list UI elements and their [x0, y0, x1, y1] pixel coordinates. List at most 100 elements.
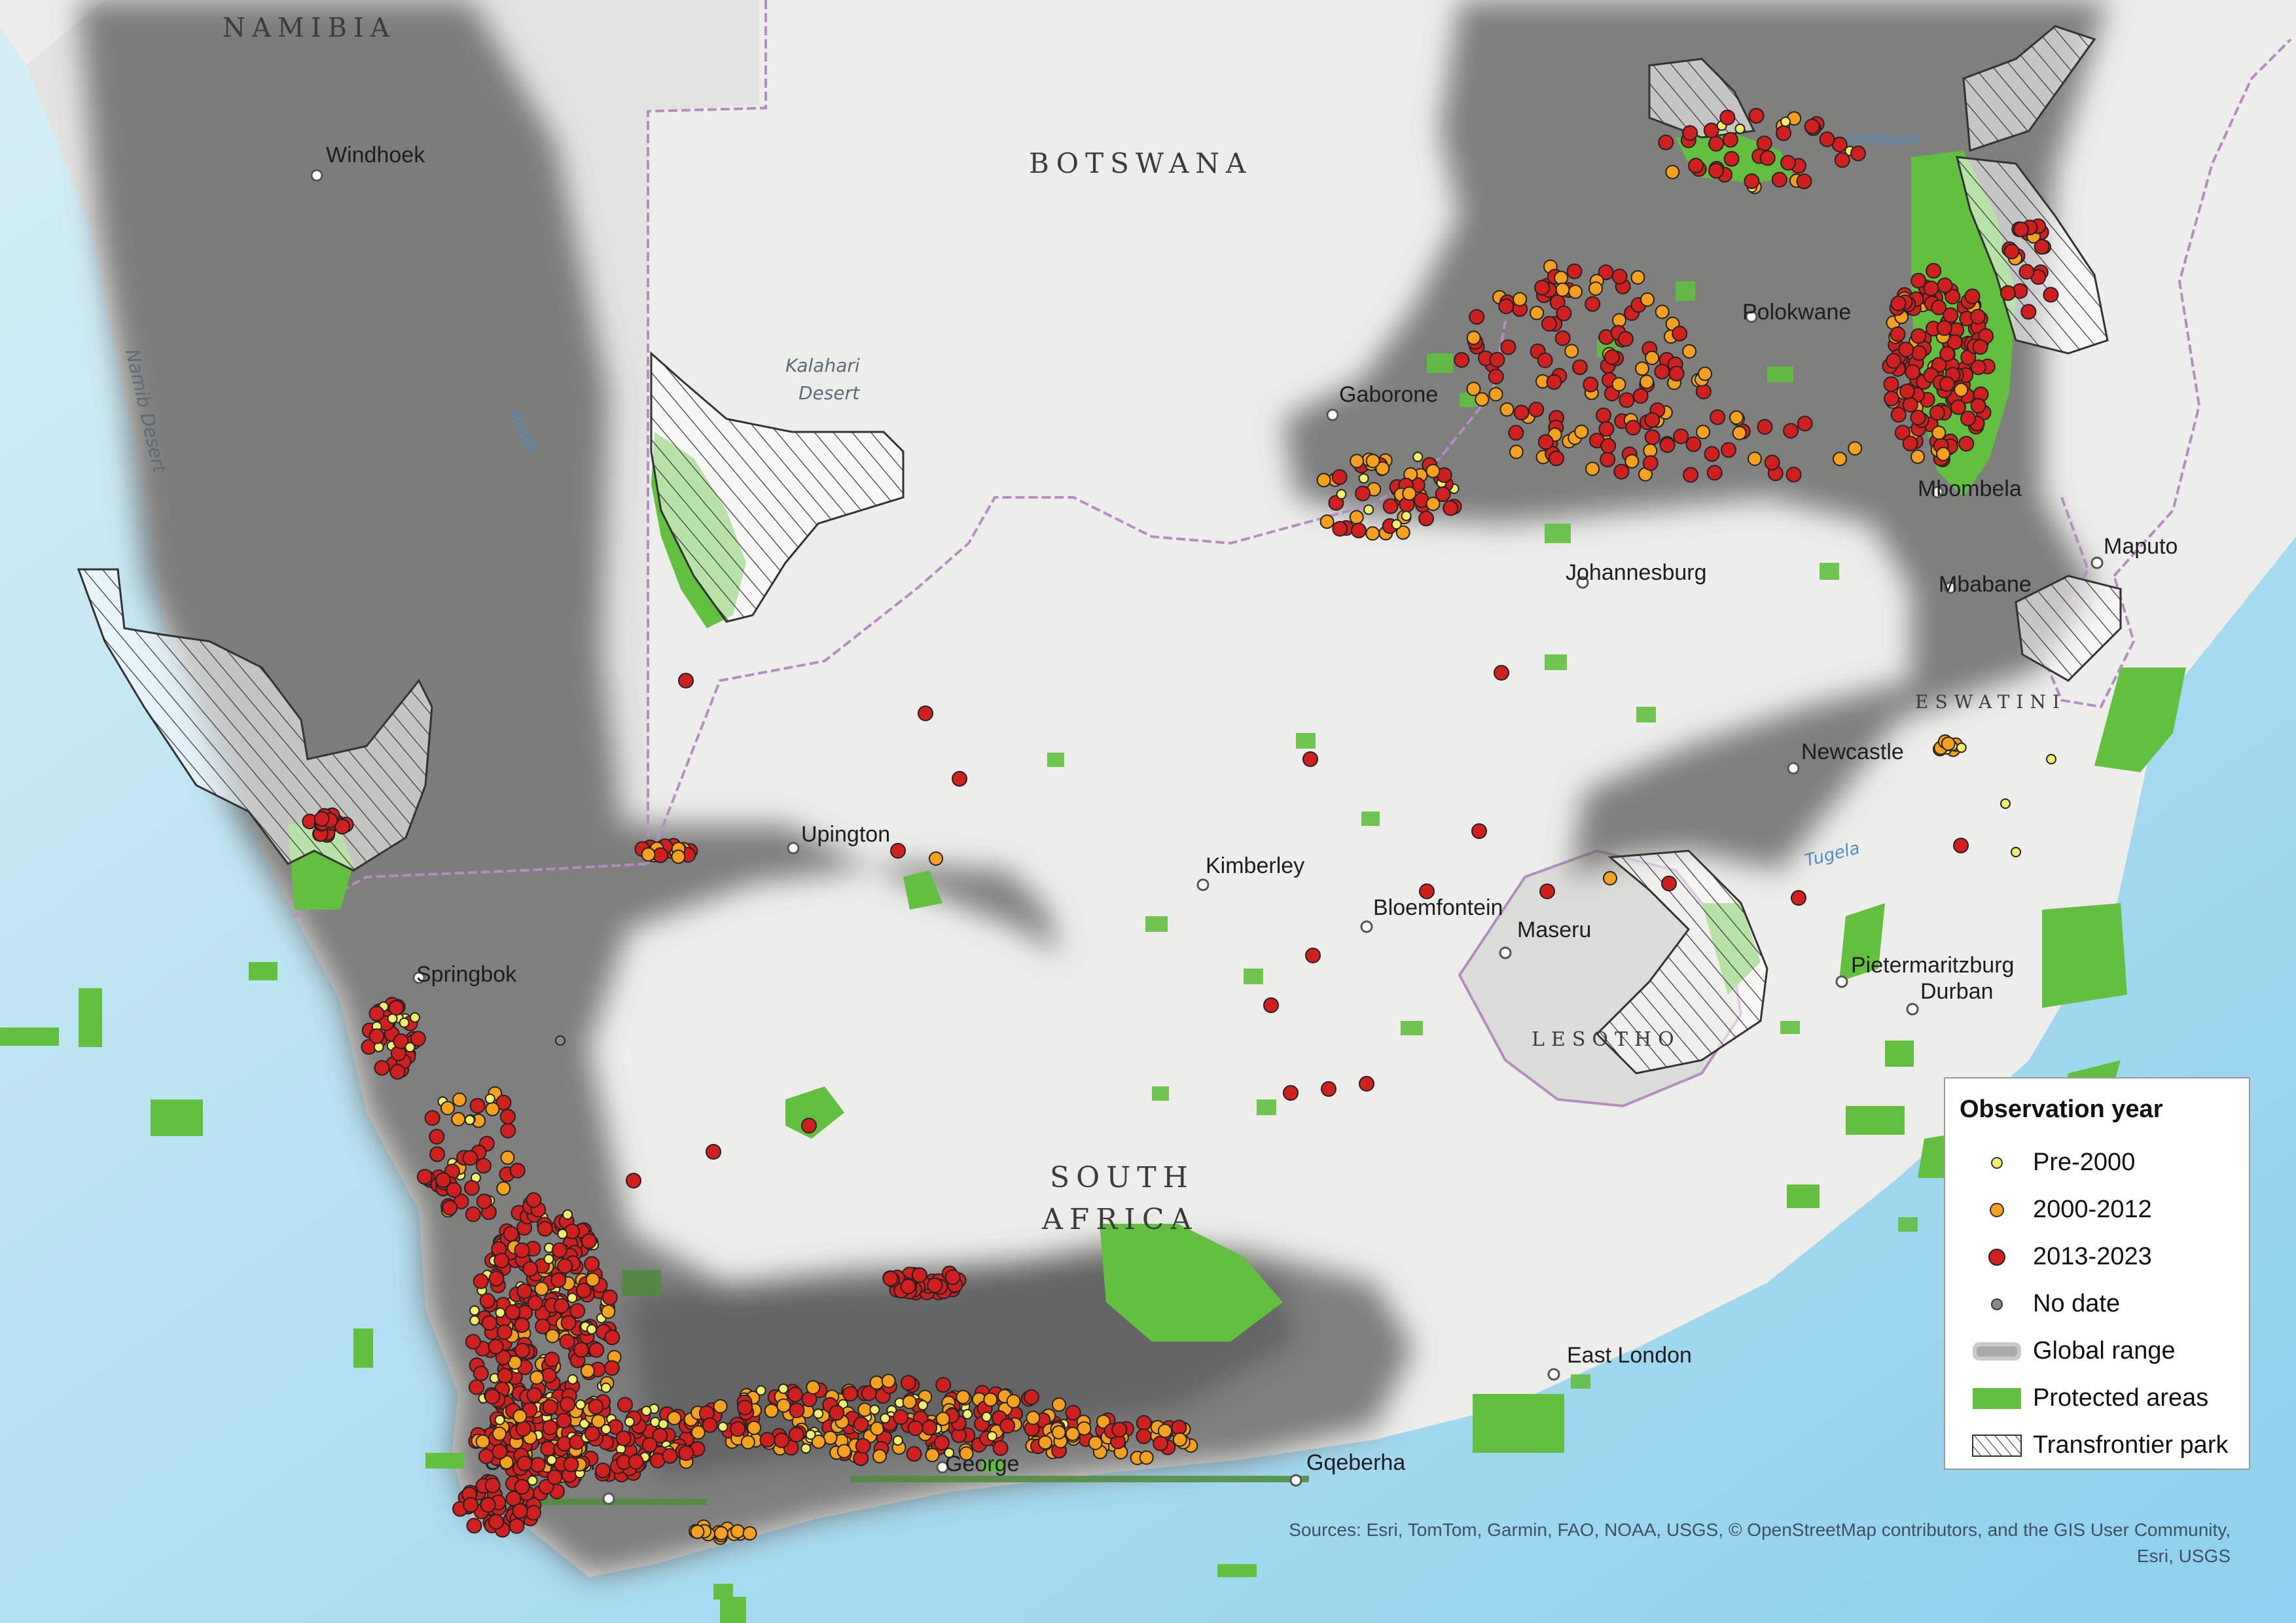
2013-2023-point: [1263, 997, 1279, 1013]
legend-item-pre-2000: Pre-2000: [1960, 1139, 2234, 1186]
2013-2023-point: [1488, 368, 1504, 385]
2013-2023-point: [1960, 410, 1976, 427]
pre-2000-point: [404, 1042, 416, 1053]
2013-2023-point: [1537, 434, 1554, 450]
2013-2023-point: [540, 1440, 556, 1457]
2000-2012-point: [857, 1402, 872, 1418]
2013-2023-point: [1695, 383, 1712, 400]
2013-2023-point: [893, 1409, 909, 1425]
2000-2012-point: [440, 1101, 455, 1116]
city-markers: [310, 169, 2104, 1505]
pre-2000-point: [484, 1093, 495, 1104]
pre-2000-point: [981, 1411, 992, 1422]
2013-2023-point: [861, 1385, 877, 1401]
2013-2023-point: [1972, 339, 1988, 355]
2000-2012-point: [1365, 454, 1380, 469]
2013-2023-point: [1534, 279, 1551, 296]
2013-2023-point: [480, 1497, 496, 1513]
2013-2023-point: [588, 1399, 604, 1415]
2000-2012-point: [730, 1524, 745, 1539]
2013-2023-point: [514, 1242, 530, 1258]
2013-2023-point: [601, 1289, 618, 1306]
2013-2023-point: [1910, 272, 1927, 289]
city-label-durban: Durban: [1920, 979, 1994, 1004]
feature-label-desert: Desert: [798, 382, 860, 404]
2013-2023-point: [1494, 665, 1509, 681]
pre-2000-point: [880, 1413, 891, 1424]
2013-2023-point: [556, 1412, 572, 1429]
2000-2012-point: [451, 1112, 466, 1127]
pre-2000-point: [717, 1421, 728, 1433]
2013-2023-point: [368, 1005, 385, 1022]
2013-2023-point: [1958, 436, 1975, 452]
2013-2023-point: [465, 1206, 481, 1222]
2000-2012-point: [902, 1395, 917, 1410]
city-label-gaborone: Gaborone: [1339, 382, 1438, 407]
2013-2023-point: [1890, 406, 1907, 423]
2013-2023-point: [992, 1440, 1009, 1456]
legend-label-no-date: No date: [2033, 1290, 2121, 1317]
2013-2023-point: [573, 1342, 589, 1358]
2000-2012-point: [1509, 444, 1524, 459]
2013-2023-point: [788, 1427, 804, 1442]
2000-2012-point: [1499, 402, 1515, 417]
city-label-east-london: East London: [1567, 1343, 1692, 1368]
2013-2023-point: [1418, 510, 1434, 527]
2013-2023-point: [551, 1242, 567, 1258]
2000-2012-point: [1568, 284, 1583, 299]
2013-2023-point: [547, 1469, 563, 1486]
2000-2012-point: [1365, 526, 1380, 541]
2013-2023-point: [1359, 1076, 1374, 1092]
pre-2000-point: [778, 1383, 789, 1394]
2013-2023-point: [1945, 289, 1961, 305]
legend-label-pre-2000: Pre-2000: [2033, 1149, 2136, 1176]
2013-2023-point: [512, 1503, 528, 1519]
2013-2023-point: [488, 1338, 504, 1355]
pre-2000-point: [469, 1315, 480, 1326]
city-label-george: George: [945, 1452, 1019, 1476]
2013-2023-point: [890, 843, 906, 859]
pre-2000-point: [567, 1374, 578, 1385]
2013-2023-point: [1890, 326, 1906, 342]
2013-2023-point: [1759, 150, 1776, 166]
pre-2000-point: [469, 1305, 480, 1316]
2013-2023-point: [1283, 1085, 1299, 1101]
2013-2023-point: [1513, 404, 1530, 421]
2013-2023-point: [595, 1462, 611, 1478]
2013-2023-point: [1683, 467, 1699, 483]
2000-2012-point: [806, 1380, 821, 1395]
2013-2023-point: [1771, 171, 1787, 188]
2000-2012-point: [641, 847, 656, 862]
2013-2023-point: [1613, 463, 1630, 480]
2000-2012-point: [811, 1435, 826, 1449]
2013-2023-point: [535, 1318, 551, 1334]
2013-2023-point: [1911, 345, 1927, 361]
2000-2012-point: [1655, 304, 1670, 319]
2013-2023-point: [488, 1514, 505, 1530]
2013-2023-point: [1600, 438, 1617, 454]
2013-2023-point: [475, 1158, 492, 1174]
2013-2023-point: [1939, 346, 1956, 362]
2013-2023-point: [476, 1193, 492, 1209]
2013-2023-point: [615, 1430, 632, 1446]
2013-2023-point: [560, 1315, 577, 1331]
2013-2023-point: [1500, 339, 1516, 355]
2013-2023-point: [560, 1396, 576, 1412]
2013-2023-point: [462, 1150, 478, 1166]
2013-2023-point: [1604, 349, 1620, 365]
2000-2012-point: [512, 1409, 528, 1424]
2000-2012-point: [1026, 1410, 1041, 1425]
pre-2000-point: [1956, 742, 1967, 753]
2000-2012-point: [1426, 496, 1441, 511]
2000-2012-point: [713, 1399, 728, 1414]
2000-2012-point: [1096, 1414, 1111, 1429]
2000-2012-point: [591, 1414, 606, 1429]
2013-2023-point: [1910, 328, 1927, 344]
2013-2023-point: [1619, 392, 1635, 408]
2013-2023-point: [1331, 469, 1348, 485]
2000-2012-point: [499, 1455, 514, 1470]
map-legend: Observation year Pre-2000 2000-2012 2013…: [1944, 1077, 2250, 1470]
pre-2000-point: [1734, 123, 1746, 134]
2000-2012-point: [1696, 425, 1711, 440]
2013-2023-point: [759, 1432, 776, 1448]
